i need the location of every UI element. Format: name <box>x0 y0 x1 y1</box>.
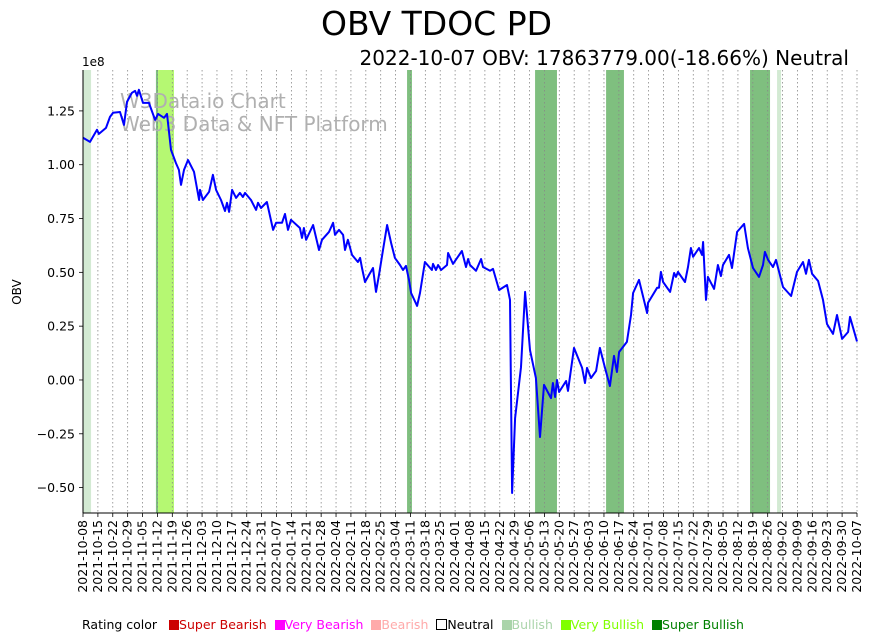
x-tick-label: 2022-10-07 <box>849 520 864 593</box>
x-tick-label: 2022-02-18 <box>358 520 373 593</box>
x-tick-label: 2021-10-15 <box>90 520 105 593</box>
x-tick-label: 2022-04-01 <box>447 520 462 593</box>
x-tick-label: 2022-06-17 <box>611 520 626 593</box>
x-tick-label: 2021-11-26 <box>179 520 194 593</box>
rating-band-super-bullish <box>407 70 412 513</box>
legend-swatch <box>652 620 663 630</box>
x-tick-label: 2022-07-08 <box>656 520 671 593</box>
y-tick-label: 1.25 <box>47 103 75 118</box>
legend-label: Rating color <box>82 617 158 632</box>
rating-legend: Rating color Super Bearish Very Bearish Be… <box>82 617 744 632</box>
x-tick-label: 2021-12-17 <box>224 520 239 593</box>
x-tick-label: 2022-01-14 <box>283 520 298 593</box>
x-tick-label: 2021-11-05 <box>135 520 150 593</box>
legend-swatch <box>371 620 382 630</box>
x-tick-label: 2022-06-24 <box>626 520 641 593</box>
y-multiplier: 1e8 <box>82 55 105 69</box>
x-tick-label: 2022-07-15 <box>670 520 685 593</box>
rating-band-bullish <box>777 70 782 513</box>
x-tick-label: 2022-04-08 <box>462 520 477 593</box>
y-axis-label: OBV <box>10 278 24 304</box>
rating-band-super-bullish <box>606 70 624 513</box>
x-tick-label: 2022-09-30 <box>834 520 849 593</box>
legend-swatch <box>169 620 180 630</box>
watermark-line-1: W3Data.io Chart <box>120 89 286 113</box>
y-tick-label: 0.50 <box>47 265 75 280</box>
x-tick-label: 2021-10-08 <box>75 520 90 593</box>
rating-band-bullish <box>83 70 92 513</box>
legend-swatch <box>501 620 512 630</box>
x-tick-label: 2022-08-26 <box>760 520 775 593</box>
legend-swatch <box>436 619 448 630</box>
y-tick-label: 0.00 <box>47 372 75 387</box>
x-tick-label: 2022-02-11 <box>343 520 358 593</box>
legend-item-label: Bearish <box>381 617 429 632</box>
x-tick-label: 2022-05-27 <box>566 520 581 593</box>
x-tick-label: 2022-03-04 <box>388 520 403 593</box>
y-tick-label: −0.50 <box>37 480 75 495</box>
x-tick-label: 2022-06-03 <box>581 520 596 593</box>
legend-item-label: Neutral <box>447 617 494 632</box>
x-tick-label: 2022-03-11 <box>402 520 417 593</box>
x-tick-label: 2022-07-29 <box>700 520 715 593</box>
rating-band-super-bullish <box>750 70 771 513</box>
x-tick-label: 2022-06-10 <box>596 520 611 593</box>
obv-series-line <box>82 88 858 494</box>
x-tick-label: 2021-11-12 <box>149 520 164 593</box>
x-tick-label: 2022-09-16 <box>804 520 819 593</box>
legend-swatch <box>560 620 571 630</box>
x-tick-label: 2022-04-22 <box>492 520 507 593</box>
chart-subtitle: 2022-10-07 OBV: 17863779.00(-18.66%) Neu… <box>359 46 849 70</box>
x-tick-label: 2022-09-09 <box>789 520 804 593</box>
x-tick-label: 2022-05-13 <box>536 520 551 593</box>
x-tick-label: 2021-12-10 <box>209 520 224 593</box>
y-tick-label: 0.75 <box>47 211 75 226</box>
legend-item-label: Super Bearish <box>179 617 267 632</box>
x-tick-label: 2021-12-31 <box>254 520 269 593</box>
rating-band-very-bullish <box>158 70 175 513</box>
legend-item-label: Very Bearish <box>284 617 364 632</box>
x-tick-label: 2022-09-23 <box>819 520 834 593</box>
x-tick-label: 2021-12-03 <box>194 520 209 593</box>
x-tick-label: 2022-07-22 <box>685 520 700 593</box>
x-tick-label: 2022-05-06 <box>522 520 537 593</box>
y-tick-label: −0.25 <box>37 426 75 441</box>
rating-band-super-bullish <box>535 70 557 513</box>
x-tick-label: 2022-08-05 <box>715 520 730 593</box>
x-tick-label: 2022-01-07 <box>269 520 284 593</box>
x-tick-label: 2022-03-18 <box>417 520 432 593</box>
x-tick-label: 2022-08-19 <box>745 520 760 593</box>
legend-item-label: Bullish <box>511 617 553 632</box>
x-tick-label: 2022-01-21 <box>298 520 313 593</box>
legend-item-label: Very Bullish <box>570 617 645 632</box>
x-tick-label: 2021-10-22 <box>105 520 120 593</box>
x-tick-label: 2022-03-25 <box>432 520 447 593</box>
x-tick-label: 2022-08-12 <box>730 520 745 593</box>
legend-swatch <box>274 620 285 630</box>
x-tick-label: 2022-01-28 <box>313 520 328 593</box>
x-tick-label: 2022-04-15 <box>477 520 492 593</box>
y-tick-label: 0.25 <box>47 319 75 334</box>
y-tick-label: 1.00 <box>47 157 75 172</box>
x-tick-label: 2022-02-25 <box>373 520 388 593</box>
x-tick-label: 2021-12-24 <box>239 520 254 593</box>
x-tick-label: 2022-02-04 <box>328 520 343 593</box>
x-tick-label: 2022-04-29 <box>507 520 522 593</box>
chart-title: OBV TDOC PD <box>320 4 553 43</box>
x-tick-label: 2022-09-02 <box>775 520 790 593</box>
x-tick-label: 2021-10-29 <box>120 520 135 593</box>
rating-band-super-bullish <box>155 70 159 513</box>
legend-item-label: Super Bullish <box>662 617 744 632</box>
x-tick-label: 2022-07-01 <box>641 520 656 593</box>
x-tick-label: 2022-05-20 <box>551 520 566 593</box>
x-tick-label: 2021-11-19 <box>164 520 179 593</box>
